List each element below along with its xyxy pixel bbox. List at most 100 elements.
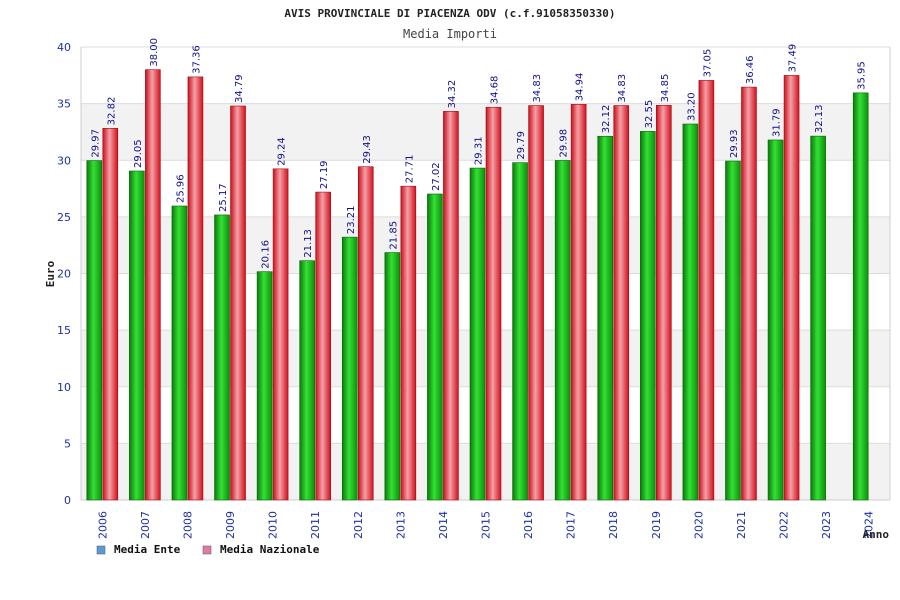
bar-media-nazionale — [357, 166, 374, 501]
bar-media-ente — [299, 260, 315, 501]
bar-media-nazionale — [783, 75, 800, 501]
value-label: 33.20 — [686, 92, 697, 121]
bar-media-nazionale — [102, 128, 119, 501]
bar-media-ente — [640, 131, 656, 501]
bar-media-nazionale — [741, 86, 757, 501]
bar-media-ente — [852, 92, 869, 501]
value-label: 34.32 — [447, 80, 458, 109]
bar-media-nazionale — [400, 185, 417, 501]
x-tick-label: 2008 — [181, 511, 194, 539]
y-tick-label: 10 — [57, 381, 71, 394]
value-label: 27.02 — [431, 162, 442, 191]
value-label: 29.05 — [133, 139, 144, 168]
chart-title: AVIS PROVINCIALE DI PIACENZA ODV (c.f.91… — [284, 7, 615, 20]
value-label: 29.31 — [474, 136, 485, 165]
bar-media-nazionale — [528, 105, 544, 501]
x-tick-label: 2011 — [309, 511, 322, 539]
x-tick-label: 2023 — [820, 511, 833, 539]
bar-media-ente — [512, 162, 528, 501]
bar-media-ente — [767, 139, 784, 501]
value-label: 21.85 — [388, 221, 399, 250]
bar-media-ente — [214, 214, 230, 501]
x-tick-label: 2010 — [267, 511, 280, 539]
legend-swatch-media-nazionale — [202, 545, 212, 555]
x-tick-label: 2017 — [565, 511, 578, 539]
bar-media-nazionale — [443, 111, 459, 501]
value-label: 20.16 — [261, 240, 272, 269]
legend-swatch-media-ente — [96, 545, 106, 555]
bar-media-ente — [341, 236, 358, 501]
bar-media-ente — [725, 160, 741, 501]
value-label: 31.79 — [772, 108, 783, 137]
x-tick-label: 2014 — [437, 511, 450, 539]
x-tick-label: 2019 — [650, 511, 663, 539]
value-label: 29.97 — [90, 129, 101, 158]
bar-media-ente — [256, 271, 273, 501]
bar-media-nazionale — [187, 76, 204, 501]
x-axis-ticks: 2006 2007 2008 2009 2010 2011 2012 2013 2014 2015… — [96, 511, 875, 539]
bar-media-nazionale — [145, 69, 161, 501]
bar-media-nazionale — [698, 80, 715, 501]
bar-media-ente — [171, 205, 188, 501]
y-axis-ticks: 0 5 10 15 20 25 30 35 40 — [57, 41, 71, 507]
y-tick-label: 35 — [57, 98, 71, 111]
y-axis-label: Euro — [44, 260, 57, 287]
bars — [86, 69, 869, 501]
x-tick-label: 2013 — [394, 511, 407, 539]
bar-media-nazionale — [230, 105, 246, 501]
x-tick-label: 2015 — [480, 511, 493, 539]
x-tick-label: 2021 — [735, 511, 748, 539]
value-label: 32.55 — [644, 100, 655, 129]
legend: Media Ente Media Nazionale — [96, 543, 320, 556]
value-label: 25.17 — [218, 183, 229, 212]
value-label: 34.85 — [660, 74, 671, 103]
value-label: 37.36 — [191, 45, 202, 74]
bar-media-ente — [129, 170, 145, 501]
value-label: 29.93 — [729, 129, 740, 158]
bar-media-ente — [682, 123, 699, 501]
value-label: 35.95 — [857, 61, 868, 90]
bar-media-nazionale — [272, 168, 289, 501]
y-tick-label: 0 — [64, 494, 71, 507]
bar-media-ente — [86, 160, 103, 501]
value-label: 34.83 — [617, 74, 628, 103]
value-label: 34.68 — [490, 76, 501, 105]
value-label: 29.43 — [362, 135, 373, 164]
legend-label-media-ente: Media Ente — [114, 543, 181, 556]
x-tick-label: 2006 — [96, 511, 109, 539]
value-label: 37.49 — [788, 44, 799, 73]
x-tick-label: 2020 — [692, 511, 705, 539]
x-tick-label: 2016 — [522, 511, 535, 539]
value-label: 38.00 — [149, 38, 160, 67]
value-label: 36.46 — [745, 55, 756, 84]
value-label: 32.13 — [814, 104, 825, 133]
value-label: 27.71 — [404, 155, 415, 184]
bar-media-nazionale — [613, 105, 630, 501]
value-label: 29.79 — [516, 131, 527, 160]
bar-media-ente — [384, 252, 401, 501]
y-tick-label: 15 — [57, 324, 71, 337]
bar-media-ente — [597, 135, 614, 501]
bar-media-nazionale — [485, 106, 502, 501]
value-label: 25.96 — [175, 174, 186, 203]
y-tick-label: 40 — [57, 41, 71, 54]
y-tick-label: 25 — [57, 211, 71, 224]
value-label: 32.12 — [601, 105, 612, 134]
y-tick-label: 30 — [57, 154, 71, 167]
value-label: 37.05 — [702, 49, 713, 78]
value-label: 34.94 — [575, 73, 586, 102]
bar-media-nazionale — [315, 191, 331, 501]
y-tick-label: 5 — [64, 437, 71, 450]
value-label: 29.24 — [277, 137, 288, 166]
x-tick-label: 2012 — [352, 511, 365, 539]
bar-media-ente — [469, 167, 486, 501]
x-tick-label: 2018 — [607, 511, 620, 539]
value-label: 29.98 — [559, 129, 570, 158]
value-label: 34.83 — [532, 74, 543, 103]
bar-media-ente — [427, 193, 443, 501]
chart-subtitle: Media Importi — [403, 27, 497, 41]
x-tick-label: 2007 — [139, 511, 152, 539]
bar-media-ente — [554, 160, 571, 501]
value-label: 34.79 — [234, 74, 245, 103]
